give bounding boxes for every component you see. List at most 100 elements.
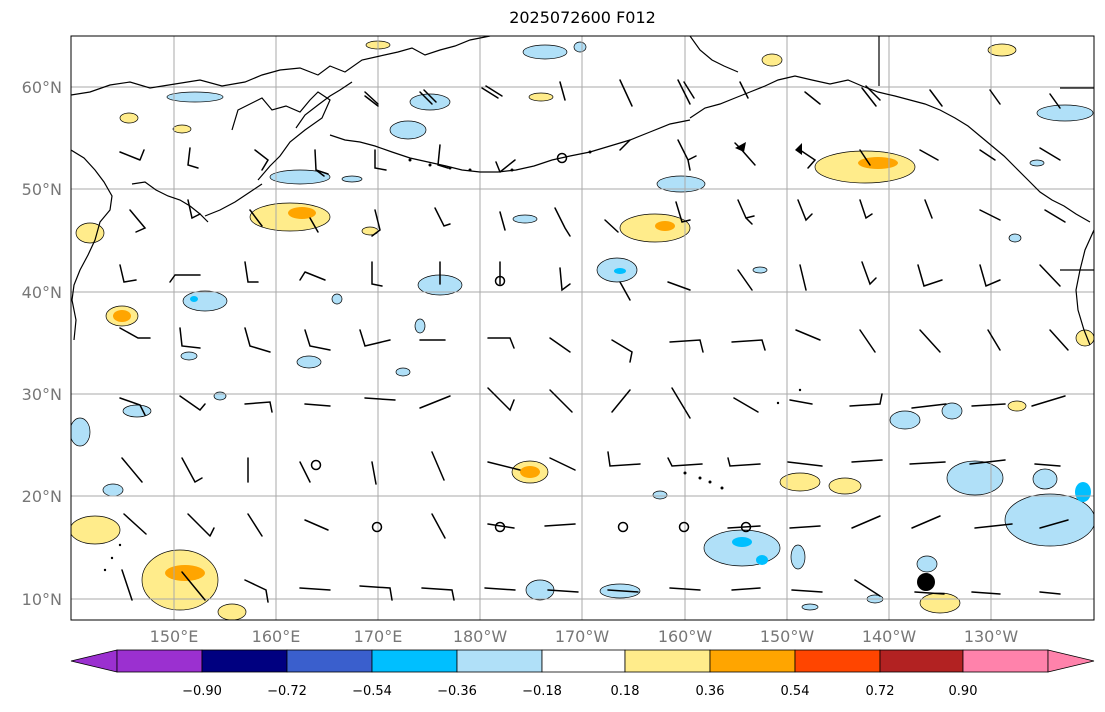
wind-barb [675, 201, 691, 223]
pos-blob [761, 53, 783, 67]
wind-barb [731, 339, 766, 351]
calm-markers [310, 152, 752, 533]
wind-barb [244, 579, 269, 603]
pos-blob-core [520, 466, 540, 478]
wind-barb [1039, 264, 1061, 287]
lon-label: 160°E [252, 627, 301, 646]
wind-barb [799, 149, 817, 169]
wind-barb [304, 519, 329, 531]
wind-barb [611, 389, 631, 413]
wind-barb [547, 589, 579, 593]
wind-barb [1049, 329, 1069, 351]
wind-barb [787, 461, 823, 467]
neg-blob [946, 460, 1004, 496]
wind-barb [487, 461, 521, 471]
colorbar-tick: −0.90 [182, 684, 222, 699]
calm-circle [556, 152, 568, 164]
wind-barb [859, 329, 876, 353]
wind-barb [419, 89, 437, 105]
pos-blob-core [113, 310, 131, 322]
colorbar [70, 649, 1095, 673]
neg-blob [652, 490, 668, 500]
neg-blob [71, 417, 91, 447]
colorbar-segment [624, 649, 711, 673]
wind-barb [371, 461, 377, 485]
wind-barb [849, 393, 883, 407]
wind-barb [371, 261, 383, 287]
pos-blob [249, 202, 331, 232]
neg-blob [341, 175, 363, 183]
wind-barb [299, 461, 311, 483]
wind-barb [851, 459, 883, 463]
wind-barb [737, 199, 755, 225]
pos-blob [619, 213, 691, 243]
asia-coast [71, 36, 491, 96]
canada-border [878, 36, 1094, 271]
wind-barb [129, 209, 147, 233]
map-area [71, 36, 1094, 620]
wind-barb [309, 217, 319, 233]
wind-barb [607, 589, 639, 593]
calm-circle [678, 521, 690, 533]
lon-label: 170°W [555, 627, 610, 646]
na-west-coast [1075, 229, 1094, 346]
neg-blob [180, 351, 198, 361]
wind-barb [861, 85, 881, 107]
wind-barb [671, 387, 691, 419]
neg-blob [389, 120, 427, 140]
neg-blob [512, 214, 538, 224]
colorbar-extend-low [70, 649, 118, 673]
wind-barb [249, 209, 263, 227]
colorbar-tick: 0.72 [866, 684, 895, 699]
wind-barb [607, 451, 641, 467]
wind-barb [374, 149, 387, 171]
wind-barb [364, 91, 379, 107]
wind-barb [971, 591, 1001, 595]
coastlines [71, 36, 1094, 346]
wind-barb [859, 149, 871, 166]
wind-barb [799, 264, 807, 291]
anomaly-shading [71, 40, 1094, 620]
wind-barb [549, 337, 571, 353]
neg-blob [522, 44, 568, 60]
wind-barb [364, 397, 396, 401]
wind-barb [1039, 519, 1069, 529]
neg-blob [182, 290, 228, 312]
aleutian-chain [329, 119, 691, 173]
lon-label: 140°W [862, 627, 917, 646]
wind-barb [1039, 591, 1061, 595]
wind-barb [123, 513, 147, 535]
lat-label: 20°N [22, 487, 62, 506]
wind-barb [247, 513, 263, 537]
wind-barb [314, 149, 329, 177]
lon-label: 150°E [150, 627, 199, 646]
lat-label: 30°N [22, 385, 62, 404]
wind-barb [854, 579, 881, 597]
lon-label: 130°W [964, 627, 1019, 646]
wind-barb [499, 211, 506, 231]
neg-blob-core [732, 537, 752, 547]
neg-blob [414, 318, 426, 334]
neg-blob [1029, 159, 1045, 167]
lon-label: 180°W [453, 627, 508, 646]
wind-barb [544, 523, 576, 527]
lon-label: 150°W [760, 627, 815, 646]
neg-blob [656, 175, 706, 193]
korea-japan [131, 181, 209, 223]
wind-barb [487, 337, 515, 349]
wind-barb [979, 149, 996, 161]
wind-barb [549, 389, 573, 413]
wind-barb [919, 149, 939, 161]
map-frame [70, 35, 1095, 621]
wind-barb [619, 79, 633, 107]
pos-blob-core [858, 157, 898, 169]
wind-barb [789, 525, 821, 529]
asia-coast-2 [231, 91, 331, 181]
east-asia-coast [71, 149, 113, 341]
wind-barb [929, 89, 943, 107]
colorbar-segment [201, 649, 288, 673]
wind-barb [187, 147, 199, 169]
wind-barb [119, 397, 146, 416]
wind-barb [669, 587, 701, 591]
colorbar-segment [541, 649, 626, 673]
